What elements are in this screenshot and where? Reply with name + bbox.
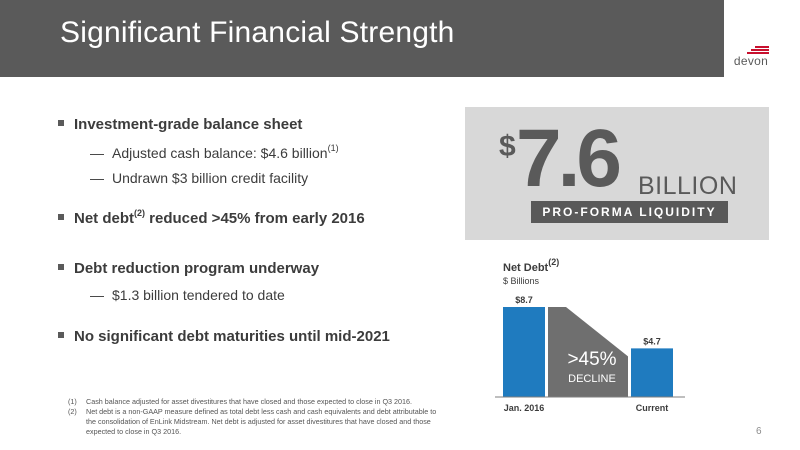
bullet-item: Investment-grade balance sheet xyxy=(58,116,302,133)
decline-word: DECLINE xyxy=(568,373,616,385)
logo-wordmark: devon xyxy=(733,54,769,68)
liquidity-dollar-sign: $ xyxy=(499,130,516,163)
page-number: 6 xyxy=(756,426,762,437)
square-bullet-icon xyxy=(58,214,64,221)
title-bar: Significant Financial Strength xyxy=(0,0,724,77)
sub-bullet-item: — $1.3 billion tendered to date xyxy=(90,287,285,303)
square-bullet-icon xyxy=(58,264,64,271)
footnote: (1) Cash balance adjusted for asset dives… xyxy=(68,397,413,406)
bar-value-label: $8.7 xyxy=(515,295,533,305)
bar-0 xyxy=(503,307,545,397)
sub-bullet-item: — Adjusted cash balance: $4.6 billion(1) xyxy=(90,143,339,161)
footnote: (2) Net debt is a non-GAAP measure define… xyxy=(68,407,437,436)
liquidity-unit: BILLION xyxy=(638,172,738,200)
liquidity-amount: 7.6 xyxy=(516,113,622,204)
bar-1 xyxy=(631,348,673,397)
liquidity-label-banner: PRO-FORMA LIQUIDITY xyxy=(531,201,728,223)
chart-title: Net Debt(2) xyxy=(503,257,560,274)
bar-value-label: $4.7 xyxy=(643,336,661,346)
footnotes: (1) Cash balance adjusted for asset dives… xyxy=(68,397,448,437)
square-bullet-icon xyxy=(58,120,64,127)
liquidity-label: PRO-FORMA LIQUIDITY xyxy=(542,205,717,219)
sub-bullet-item: — Undrawn $3 billion credit facility xyxy=(90,170,309,186)
logo-bars-icon xyxy=(747,46,769,56)
net-debt-chart: $8.7 Jan. 2016 $4.7 Current >45% DECLINE xyxy=(495,295,685,413)
decline-percent: >45% xyxy=(567,349,616,370)
category-label: Jan. 2016 xyxy=(504,403,545,413)
square-bullet-icon xyxy=(58,332,64,339)
chart-subtitle: $ Billions xyxy=(503,276,540,286)
page-title: Significant Financial Strength xyxy=(60,16,455,49)
decline-connector xyxy=(548,307,628,397)
category-label: Current xyxy=(636,403,669,413)
devon-logo: devon xyxy=(721,46,781,70)
bullet-item: No significant debt maturities until mid… xyxy=(58,328,390,345)
bullet-item: Net debt(2) reduced >45% from early 2016 xyxy=(58,209,365,227)
bullet-item: Debt reduction program underway xyxy=(58,260,319,277)
